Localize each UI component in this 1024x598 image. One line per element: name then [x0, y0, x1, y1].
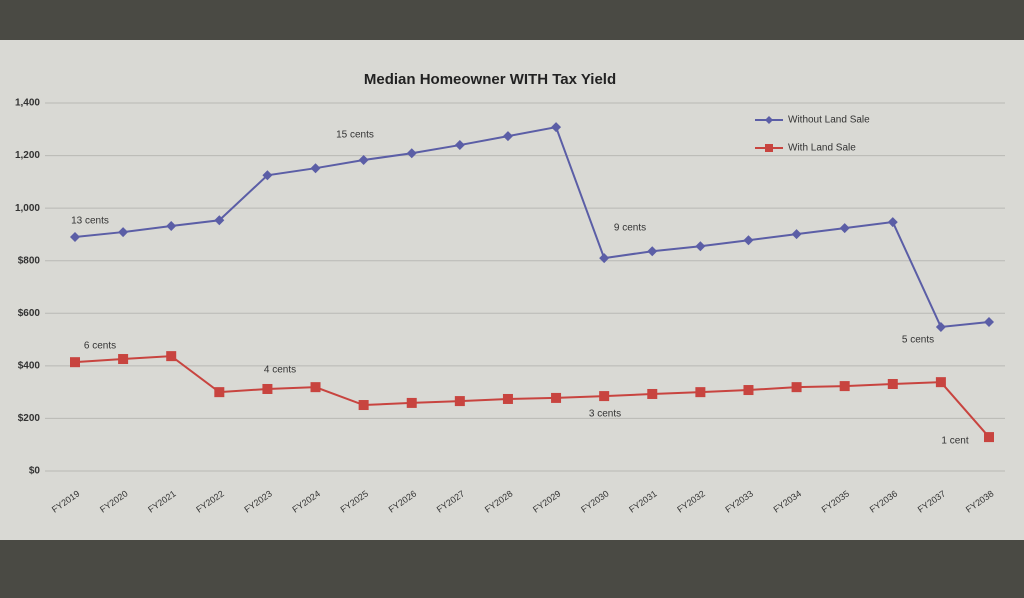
- marker: [262, 383, 273, 394]
- marker: [695, 387, 706, 398]
- marker: [214, 387, 225, 398]
- marker: [743, 235, 754, 246]
- marker: [839, 381, 850, 392]
- marker: [743, 385, 754, 396]
- marker: [599, 253, 610, 264]
- marker: [502, 131, 513, 142]
- legend-label: With Land Sale: [788, 143, 856, 154]
- marker: [935, 377, 946, 388]
- series-line: [74, 355, 990, 438]
- annotation: 1 cent: [941, 436, 968, 447]
- marker: [118, 354, 129, 365]
- marker: [695, 241, 706, 252]
- marker: [647, 388, 658, 399]
- chart-title: Median Homeowner WITH Tax Yield: [364, 71, 616, 88]
- y-tick-label: $200: [18, 413, 41, 424]
- marker: [454, 396, 465, 407]
- marker: [310, 163, 321, 174]
- marker: [358, 400, 369, 411]
- marker: [791, 229, 802, 240]
- marker: [214, 215, 225, 226]
- legend-marker: [765, 144, 773, 152]
- marker: [984, 316, 994, 327]
- marker: [647, 246, 658, 257]
- marker: [262, 170, 273, 181]
- y-tick-label: $800: [18, 255, 41, 266]
- paper: [0, 40, 1024, 540]
- marker: [358, 155, 369, 166]
- marker: [887, 217, 898, 228]
- y-tick-label: 1,000: [15, 203, 40, 214]
- annotation: 15 cents: [336, 130, 374, 141]
- annotation: 3 cents: [589, 409, 621, 420]
- marker: [551, 122, 562, 133]
- marker: [935, 321, 946, 332]
- marker: [70, 357, 80, 368]
- marker: [70, 232, 80, 243]
- annotation: 4 cents: [264, 365, 296, 376]
- annotation: 6 cents: [84, 341, 116, 352]
- marker: [599, 391, 610, 402]
- legend-marker: [765, 116, 773, 124]
- marker: [791, 382, 802, 393]
- marker: [887, 378, 898, 389]
- marker: [454, 140, 465, 151]
- y-tick-label: $400: [18, 360, 41, 371]
- marker: [406, 397, 417, 408]
- marker: [406, 148, 417, 159]
- marker: [118, 227, 129, 238]
- y-tick-label: 1,200: [15, 150, 40, 161]
- y-tick-label: $0: [29, 466, 41, 477]
- annotation: 13 cents: [71, 216, 109, 227]
- marker: [502, 393, 513, 404]
- marker: [310, 382, 321, 393]
- marker: [551, 392, 562, 403]
- annotation: 5 cents: [902, 335, 934, 346]
- marker: [984, 432, 994, 443]
- y-tick-label: $600: [18, 308, 41, 319]
- y-tick-label: 1,400: [15, 98, 40, 109]
- series-line: [74, 126, 990, 329]
- marker: [166, 351, 177, 362]
- marker: [166, 221, 177, 232]
- legend-label: Without Land Sale: [788, 115, 870, 126]
- annotation: 9 cents: [614, 223, 646, 234]
- marker: [839, 223, 850, 234]
